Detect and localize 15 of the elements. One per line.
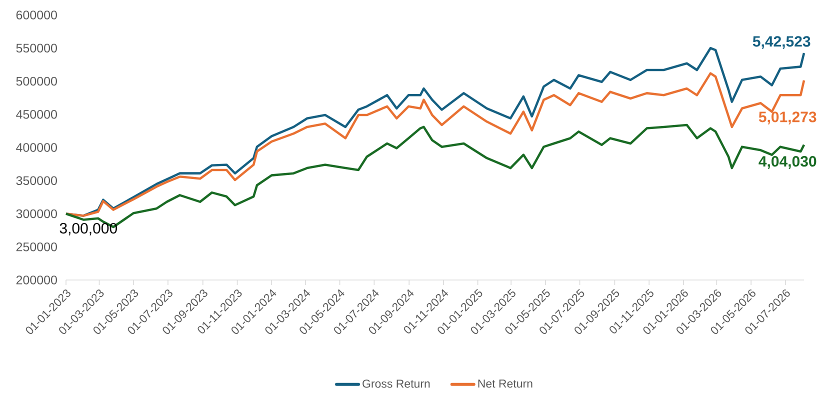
y-tick-label: 600000 bbox=[16, 10, 57, 20]
y-tick-label: 550000 bbox=[16, 44, 57, 53]
y-tick-label: 300000 bbox=[16, 209, 57, 218]
annotation: 3,00,000 bbox=[60, 222, 117, 236]
legend-label: Gross Return bbox=[362, 380, 430, 388]
y-tick-label: 450000 bbox=[16, 110, 57, 119]
annotation: 5,01,273 bbox=[758, 112, 816, 124]
annotation: 4,04,030 bbox=[758, 156, 816, 169]
y-tick-label: 250000 bbox=[16, 242, 57, 252]
annotation: 5,42,523 bbox=[752, 36, 810, 49]
legend-label: Net Return bbox=[478, 380, 532, 388]
y-tick-label: 500000 bbox=[16, 76, 57, 86]
y-tick-label: 350000 bbox=[16, 176, 57, 186]
y-tick-label: 400000 bbox=[16, 143, 57, 152]
y-tick-label: 200000 bbox=[16, 276, 57, 284]
